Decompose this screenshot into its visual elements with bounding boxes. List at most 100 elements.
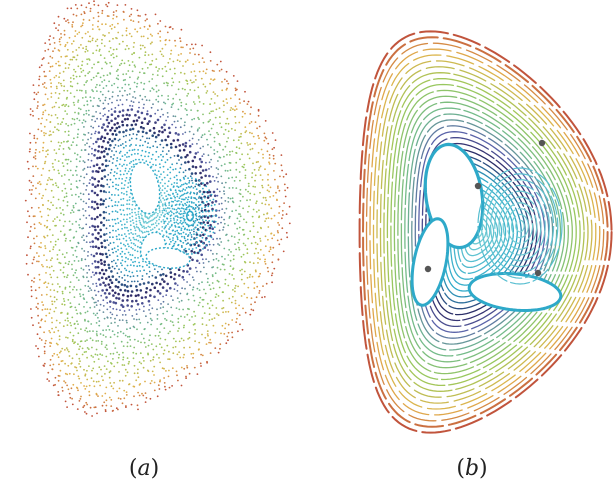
- poincare-point: [90, 253, 93, 256]
- poincare-point: [54, 240, 57, 243]
- poincare-point: [251, 132, 253, 135]
- poincare-point: [89, 10, 92, 13]
- poincare-point: [73, 286, 76, 288]
- poincare-point: [203, 61, 206, 63]
- poincare-point: [98, 105, 100, 108]
- poincare-point: [208, 243, 211, 246]
- poincare-point: [106, 115, 110, 119]
- poincare-point: [155, 281, 158, 285]
- poincare-point: [129, 294, 133, 297]
- core-poincare-point: [206, 229, 208, 232]
- poincare-point: [167, 82, 169, 85]
- poincare-point: [252, 262, 255, 265]
- poincare-point: [103, 365, 106, 367]
- poincare-point: [26, 160, 29, 163]
- poincare-point: [130, 153, 133, 156]
- poincare-point: [205, 258, 208, 260]
- poincare-point: [180, 337, 183, 340]
- poincare-point: [117, 325, 119, 327]
- poincare-point: [125, 134, 127, 137]
- poincare-point: [98, 320, 101, 322]
- poincare-point: [64, 130, 67, 133]
- poincare-point: [111, 265, 114, 268]
- poincare-point: [143, 269, 146, 272]
- poincare-point: [212, 238, 215, 241]
- poincare-point: [71, 397, 73, 400]
- poincare-point: [33, 215, 36, 218]
- poincare-point: [78, 160, 81, 163]
- poincare-point: [75, 49, 78, 51]
- poincare-point: [121, 155, 124, 158]
- core-poincare-point: [165, 231, 168, 234]
- poincare-point: [268, 203, 270, 206]
- poincare-point: [205, 68, 208, 71]
- poincare-point: [220, 68, 223, 71]
- poincare-point: [111, 132, 115, 136]
- poincare-point: [142, 127, 145, 130]
- poincare-point: [171, 321, 174, 323]
- poincare-point: [206, 181, 209, 185]
- poincare-point: [81, 24, 84, 27]
- poincare-point: [255, 296, 258, 299]
- poincare-point: [113, 26, 116, 29]
- poincare-point: [157, 95, 160, 98]
- core-poincare-point: [192, 215, 195, 217]
- poincare-point: [279, 175, 281, 178]
- poincare-point: [169, 217, 172, 220]
- poincare-point: [240, 255, 243, 258]
- poincare-point: [153, 264, 155, 267]
- poincare-point: [149, 382, 152, 385]
- poincare-point: [147, 37, 149, 40]
- poincare-point: [177, 268, 181, 272]
- poincare-point: [68, 372, 71, 375]
- poincare-point: [219, 268, 222, 271]
- poincare-point: [271, 132, 274, 134]
- poincare-point: [288, 205, 291, 208]
- poincare-point: [103, 233, 106, 236]
- core-poincare-point: [169, 232, 172, 235]
- poincare-point: [206, 138, 208, 141]
- poincare-point: [158, 207, 161, 210]
- poincare-point: [127, 243, 129, 246]
- poincare-point: [78, 226, 81, 229]
- poincare-point: [111, 205, 114, 208]
- poincare-point: [101, 375, 103, 378]
- poincare-point: [178, 159, 180, 161]
- poincare-point: [77, 128, 80, 131]
- poincare-point: [28, 189, 31, 191]
- poincare-point: [169, 275, 173, 279]
- panel-a-poincare-scatter: [24, 0, 291, 417]
- poincare-point: [109, 25, 112, 27]
- poincare-point: [231, 274, 234, 276]
- poincare-point: [67, 299, 70, 301]
- poincare-point: [88, 182, 91, 185]
- poincare-point: [82, 119, 85, 121]
- poincare-point: [257, 169, 260, 171]
- poincare-point: [121, 314, 124, 316]
- poincare-point: [219, 60, 222, 63]
- core-poincare-point: [201, 211, 204, 213]
- poincare-point: [167, 150, 170, 152]
- poincare-point: [98, 324, 101, 327]
- poincare-point: [158, 218, 161, 221]
- poincare-point: [141, 158, 144, 161]
- poincare-point: [273, 267, 276, 270]
- poincare-point: [72, 40, 75, 43]
- poincare-point: [128, 309, 131, 311]
- poincare-point: [70, 324, 72, 327]
- poincare-point: [153, 374, 155, 376]
- poincare-point: [105, 288, 109, 292]
- poincare-point: [196, 259, 199, 263]
- poincare-point: [30, 193, 33, 196]
- core-poincare-point: [204, 196, 206, 199]
- poincare-point: [170, 53, 172, 55]
- poincare-point: [235, 176, 238, 179]
- poincare-point: [109, 61, 111, 64]
- poincare-point: [151, 219, 153, 222]
- poincare-point: [87, 348, 90, 350]
- poincare-point: [107, 283, 110, 286]
- poincare-point: [149, 359, 152, 362]
- poincare-point: [196, 270, 198, 273]
- poincare-point: [52, 269, 55, 272]
- poincare-point: [96, 90, 98, 92]
